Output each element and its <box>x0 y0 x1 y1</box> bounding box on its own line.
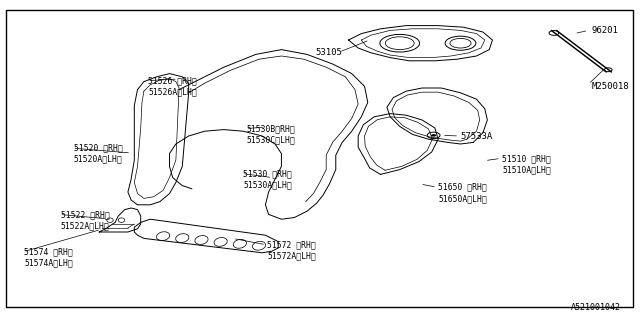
Text: 53105: 53105 <box>316 48 342 57</box>
Circle shape <box>431 134 436 137</box>
Text: 51530A〈LH〉: 51530A〈LH〉 <box>243 180 292 189</box>
Text: 51530C〈LH〉: 51530C〈LH〉 <box>247 135 296 144</box>
Text: 51520 〈RH〉: 51520 〈RH〉 <box>74 143 122 152</box>
Text: 51530B〈RH〉: 51530B〈RH〉 <box>247 124 296 133</box>
Text: 51530 〈RH〉: 51530 〈RH〉 <box>243 169 292 178</box>
Text: 51522A〈LH〉: 51522A〈LH〉 <box>61 221 109 230</box>
Text: 51522 〈RH〉: 51522 〈RH〉 <box>61 210 109 219</box>
Text: 51520A〈LH〉: 51520A〈LH〉 <box>74 155 122 164</box>
Text: M250018: M250018 <box>591 82 629 91</box>
Text: 51650 〈RH〉: 51650 〈RH〉 <box>438 183 487 192</box>
Text: 96201: 96201 <box>591 26 618 35</box>
Text: 51574 〈RH〉: 51574 〈RH〉 <box>24 247 73 256</box>
Text: 57533A: 57533A <box>461 132 493 140</box>
Text: 51510 〈RH〉: 51510 〈RH〉 <box>502 154 551 163</box>
Text: 51526A〈LH〉: 51526A〈LH〉 <box>148 87 197 96</box>
Text: A521001042: A521001042 <box>570 303 620 312</box>
Text: 51572A〈LH〉: 51572A〈LH〉 <box>268 252 316 260</box>
Text: 51510A〈LH〉: 51510A〈LH〉 <box>502 165 551 174</box>
Text: 51574A〈LH〉: 51574A〈LH〉 <box>24 259 73 268</box>
Text: 51526 〈RH〉: 51526 〈RH〉 <box>148 76 197 85</box>
Text: 51572 〈RH〉: 51572 〈RH〉 <box>268 240 316 249</box>
Text: 51650A〈LH〉: 51650A〈LH〉 <box>438 194 487 203</box>
